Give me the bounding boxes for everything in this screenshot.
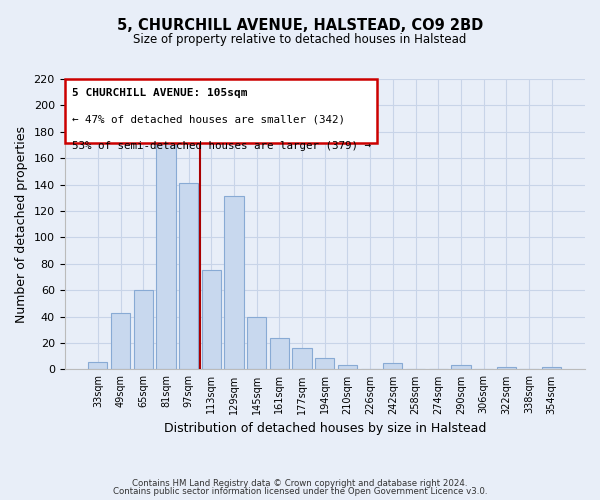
Bar	[202, 270, 221, 370]
Bar	[88, 362, 107, 370]
Text: 5 CHURCHILL AVENUE: 105sqm: 5 CHURCHILL AVENUE: 105sqm	[73, 88, 248, 98]
Bar	[156, 140, 176, 370]
Bar	[224, 196, 244, 370]
Bar	[383, 363, 403, 370]
Text: Size of property relative to detached houses in Halstead: Size of property relative to detached ho…	[133, 32, 467, 46]
Text: 53% of semi-detached houses are larger (379) →: 53% of semi-detached houses are larger (…	[73, 142, 371, 152]
Bar	[134, 290, 153, 370]
Y-axis label: Number of detached properties: Number of detached properties	[15, 126, 28, 322]
Text: 5, CHURCHILL AVENUE, HALSTEAD, CO9 2BD: 5, CHURCHILL AVENUE, HALSTEAD, CO9 2BD	[117, 18, 483, 32]
Bar	[497, 367, 516, 370]
Bar	[338, 366, 357, 370]
Bar	[179, 184, 198, 370]
Bar	[451, 366, 470, 370]
Bar	[292, 348, 312, 370]
Text: Contains public sector information licensed under the Open Government Licence v3: Contains public sector information licen…	[113, 487, 487, 496]
Bar	[270, 338, 289, 370]
Bar	[542, 367, 562, 370]
Bar	[247, 316, 266, 370]
Text: ← 47% of detached houses are smaller (342): ← 47% of detached houses are smaller (34…	[73, 114, 346, 124]
X-axis label: Distribution of detached houses by size in Halstead: Distribution of detached houses by size …	[164, 422, 486, 435]
Text: Contains HM Land Registry data © Crown copyright and database right 2024.: Contains HM Land Registry data © Crown c…	[132, 478, 468, 488]
FancyBboxPatch shape	[65, 79, 377, 143]
Bar	[315, 358, 334, 370]
Bar	[111, 312, 130, 370]
